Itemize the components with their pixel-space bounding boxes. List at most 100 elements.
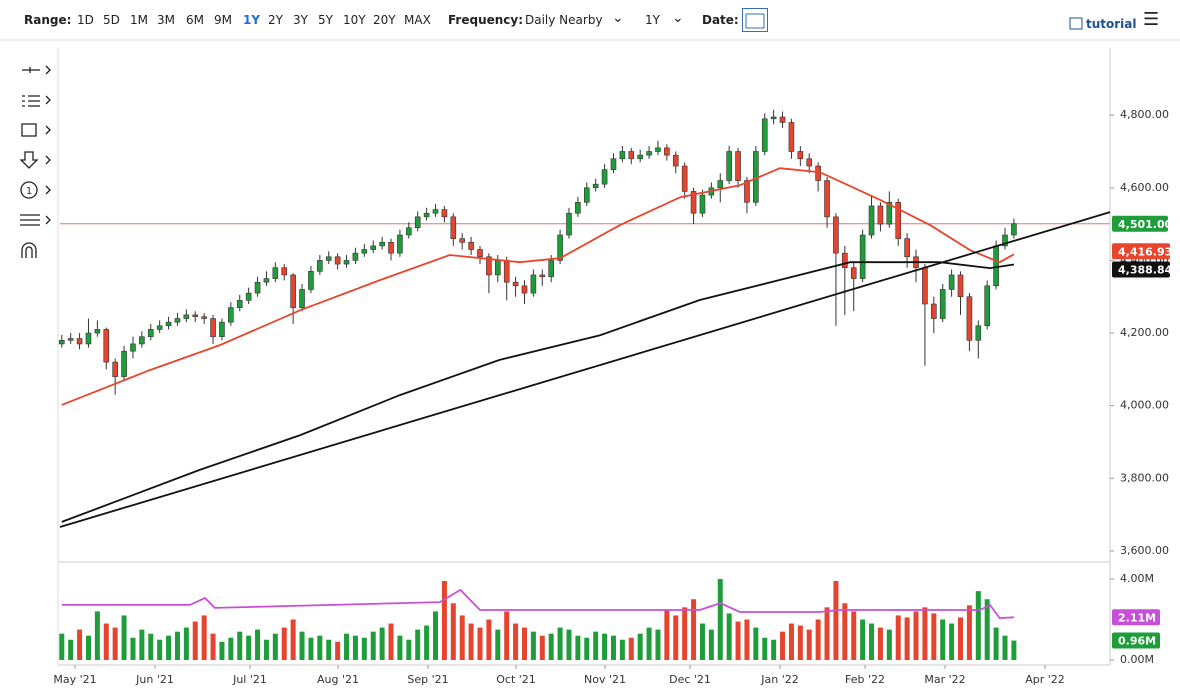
volume-bar	[984, 599, 990, 660]
range-option[interactable]: 1Y	[243, 13, 261, 27]
candle-body	[601, 169, 608, 185]
candle-body	[664, 147, 670, 156]
volume-bar	[370, 631, 376, 660]
range-option[interactable]: 5Y	[318, 13, 333, 27]
volume-bar	[753, 627, 759, 660]
candle-body	[432, 209, 439, 214]
candle-body	[210, 318, 216, 337]
price-badge-label: 2.11M	[1118, 611, 1156, 624]
tool-line[interactable]	[22, 65, 51, 75]
volume-bar	[388, 623, 394, 660]
tool-number[interactable]	[20, 181, 38, 199]
range-option[interactable]: 3Y	[293, 13, 308, 27]
price-badge-label: 4,501.00	[1118, 218, 1173, 231]
volume-bar	[975, 591, 981, 660]
volume-bar	[139, 629, 145, 660]
chevron[interactable]: ⌄	[672, 10, 684, 26]
candle-body	[993, 245, 999, 287]
range-option[interactable]: 6M	[186, 13, 204, 27]
candle-body	[877, 205, 884, 225]
volume-bar	[59, 633, 65, 660]
y-tick-label: 4,600.00	[1120, 181, 1169, 194]
tools	[19, 65, 51, 258]
volume-bar	[851, 611, 857, 660]
volume-bar	[121, 615, 127, 660]
tool-rect[interactable]	[21, 123, 51, 137]
x-tick-label: Aug '21	[317, 673, 359, 686]
volume-bar	[842, 603, 848, 660]
volume-bar	[726, 613, 732, 660]
candle-body	[343, 260, 350, 265]
range-option[interactable]: 2Y	[268, 13, 283, 27]
candle-body	[984, 285, 991, 327]
volume-bar	[344, 633, 350, 660]
candle-body	[486, 256, 492, 276]
range-option[interactable]: 20Y	[373, 13, 396, 27]
range-option[interactable]: 9M	[214, 13, 232, 27]
volume-bar	[682, 607, 688, 660]
tool-magnet[interactable]	[21, 242, 37, 258]
volume-bar	[1002, 635, 1008, 660]
candle-body	[681, 165, 688, 192]
candle-body	[824, 180, 830, 218]
menu[interactable]: ☰	[1143, 9, 1160, 30]
candle-body	[557, 234, 563, 261]
volume-tick-label: 4.00M	[1120, 572, 1154, 585]
chevron[interactable]: ⌄	[612, 10, 624, 26]
range-option[interactable]: MAX	[404, 13, 431, 27]
candle-body	[521, 285, 528, 294]
tool-arrow[interactable]	[19, 151, 51, 169]
volume-bar	[1011, 640, 1017, 660]
volume-bar	[397, 635, 403, 660]
volume-bar	[922, 607, 928, 660]
candle-body	[895, 202, 902, 239]
candle-body	[922, 267, 928, 305]
period[interactable]: 1Y	[645, 13, 660, 27]
range-option[interactable]: 3M	[157, 13, 175, 27]
x-tick-label: Apr '22	[1025, 673, 1065, 686]
candle-body	[690, 191, 697, 214]
range-option[interactable]: 1M	[130, 13, 148, 27]
y-tick-label: 4,200.00	[1120, 326, 1169, 339]
range-option[interactable]: 5D	[103, 13, 120, 27]
volume-bar	[450, 603, 456, 660]
range-option[interactable]: 10Y	[343, 13, 366, 27]
candle-body	[503, 260, 510, 283]
tool-settings[interactable]	[20, 214, 51, 226]
candle-body	[219, 321, 225, 337]
volume-bar	[459, 615, 465, 660]
candle-body	[58, 340, 65, 345]
volume-bar	[504, 611, 510, 660]
volume-bar	[655, 629, 661, 660]
calendar-button[interactable]	[742, 8, 768, 32]
calendar-icon	[745, 13, 765, 29]
candle-body	[325, 256, 332, 261]
tool-fib[interactable]	[22, 95, 51, 107]
candle-body	[646, 151, 652, 156]
candle-body	[806, 158, 813, 167]
volume-bar	[299, 631, 305, 660]
volume-bar	[308, 637, 314, 660]
price-badge	[1112, 632, 1160, 649]
date-label: Date:	[702, 13, 739, 27]
volume-bar	[415, 629, 421, 660]
candle-body	[121, 350, 127, 377]
candle-body	[174, 318, 181, 323]
candle-body	[931, 303, 937, 319]
candle-body	[459, 238, 466, 243]
candle-body	[183, 314, 190, 319]
candle-body	[850, 267, 857, 279]
volume-bar	[771, 639, 777, 660]
tutorial[interactable]: tutorial	[1086, 17, 1137, 31]
volume-bar	[361, 637, 367, 660]
range-option[interactable]: 1D	[77, 13, 94, 27]
volume-bar	[575, 635, 581, 660]
candle-body	[67, 338, 74, 341]
volume-bar	[931, 613, 937, 660]
volume-bar	[691, 599, 697, 660]
volume-bar	[326, 639, 332, 660]
candle-body	[76, 338, 83, 345]
frequency[interactable]: Daily Nearby	[525, 13, 603, 27]
volume-bar	[521, 627, 527, 660]
